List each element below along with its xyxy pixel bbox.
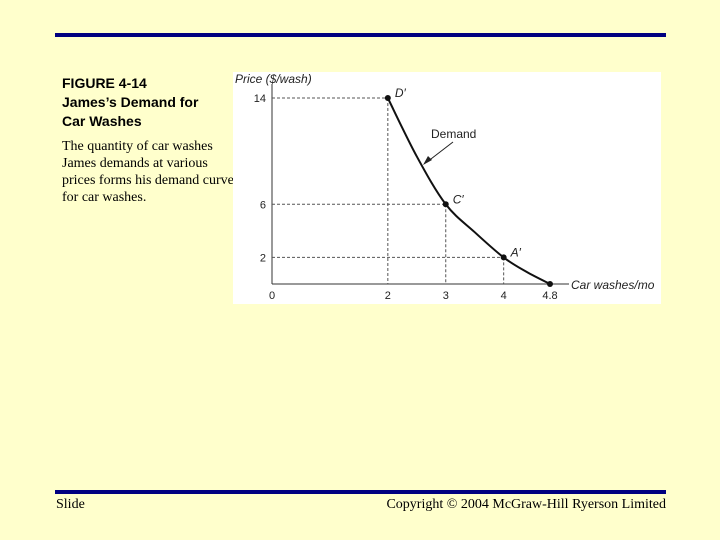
demand-chart: Price ($/wash) Car washes/mo Demand 0 2 3 4… [235, 72, 655, 302]
slide-label: Slide [56, 497, 85, 512]
demand-annotation-arrow [426, 141, 454, 163]
demand-curve [386, 97, 551, 285]
x-tick-label: 0 [269, 290, 275, 302]
y-axis-label: Price ($/wash) [235, 72, 312, 86]
figure-title-line1: James’s Demand for [62, 94, 199, 110]
figure-caption: The quantity of car washes James demands… [62, 139, 234, 205]
chart-panel: Price ($/wash) Car washes/mo Demand 0 2 3 4… [233, 72, 661, 304]
figure-number: FIGURE 4-14 [62, 75, 147, 91]
x-tick-label: 2 [385, 290, 391, 302]
copyright-text: Copyright © 2004 McGraw-Hill Ryerson Lim… [386, 497, 666, 512]
point-label: A′ [510, 245, 522, 259]
figure-title-line2: Car Washes [62, 113, 142, 129]
data-point [442, 201, 449, 208]
demand-annotation: Demand [431, 127, 476, 141]
x-tick-label: 4.8 [542, 290, 557, 302]
point-label: D′ [395, 86, 407, 100]
x-axis-label: Car washes/mo [571, 278, 655, 292]
x-tick-label: 3 [443, 290, 449, 302]
y-tick-label: 14 [254, 93, 266, 105]
x-tick-label: 4 [501, 290, 507, 302]
top-rule [55, 33, 666, 37]
point-label: C′ [453, 192, 465, 206]
bottom-rule [55, 490, 666, 494]
data-point [384, 95, 391, 101]
data-point [500, 254, 507, 261]
demand-annotation-arrowhead [423, 156, 432, 165]
y-tick-label: 6 [260, 199, 266, 211]
y-tick-label: 2 [260, 252, 266, 264]
curve-end-point [547, 281, 553, 287]
figure-title: FIGURE 4-14 James’s Demand for Car Washe… [62, 74, 237, 131]
